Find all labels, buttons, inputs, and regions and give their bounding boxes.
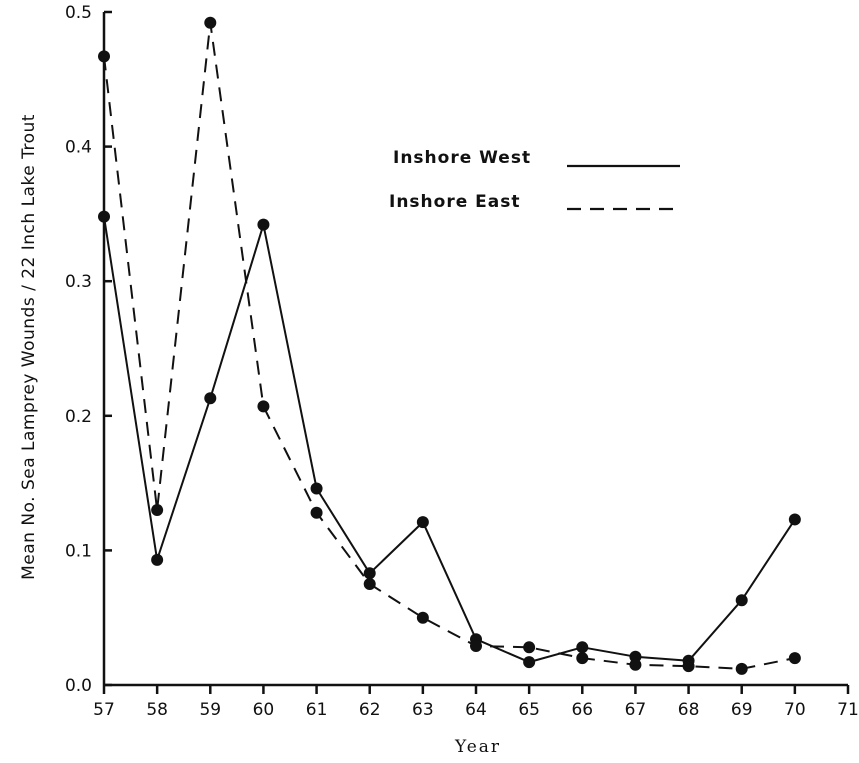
x-tick-label: 61 [306, 700, 328, 720]
x-tick-label: 66 [571, 700, 593, 720]
x-tick-label: 67 [625, 700, 647, 720]
legend-entry-inshore-east: Inshore East [389, 192, 682, 212]
data-point-inshore-west [310, 482, 323, 495]
x-tick-label: 71 [837, 700, 859, 720]
series-line-inshore-east [103, 21, 796, 670]
y-tick-label: 0.1 [65, 541, 92, 561]
data-point-inshore-east [470, 639, 482, 652]
x-tick-label: 69 [731, 700, 753, 720]
data-point-inshore-west [523, 656, 536, 669]
data-point-inshore-east [416, 611, 429, 624]
x-tick-label: 65 [518, 700, 540, 720]
y-ticks: 0.0 0.1 0.2 0.3 0.4 0.5 [65, 3, 112, 696]
legend-entry-inshore-west: Inshore West [393, 148, 680, 168]
data-point-inshore-west [204, 392, 217, 405]
x-tick-label: 57 [93, 700, 115, 720]
data-point-inshore-east [363, 578, 376, 591]
y-tick-label: 0.2 [65, 407, 92, 427]
data-point-inshore-west [735, 594, 748, 607]
x-tick-label: 62 [359, 700, 381, 720]
x-ticks: 57 58 59 60 61 62 63 64 65 66 67 68 69 70 71 [93, 685, 859, 720]
x-tick-label: 63 [412, 700, 434, 720]
x-tick-label: 60 [253, 700, 275, 720]
legend-label-inshore-east: Inshore East [389, 192, 521, 212]
x-axis-title: Year [454, 737, 501, 757]
data-point-inshore-east [735, 662, 748, 675]
data-point-inshore-east [629, 658, 642, 671]
data-point-inshore-east [98, 50, 110, 63]
data-point-inshore-west [363, 567, 376, 580]
data-point-inshore-east [523, 641, 536, 654]
data-point-inshore-west [257, 218, 270, 231]
y-tick-label: 0.4 [65, 138, 92, 158]
data-point-inshore-east [788, 652, 801, 665]
x-tick-label: 70 [784, 700, 806, 720]
series-layer [98, 16, 801, 675]
x-tick-label: 64 [465, 700, 487, 720]
data-point-inshore-west [788, 513, 801, 526]
y-tick-label: 0.3 [65, 272, 92, 292]
data-point-inshore-east [310, 506, 323, 519]
legend: Inshore West Inshore East [389, 148, 682, 212]
data-point-inshore-east [682, 660, 695, 673]
series-line-inshore-west [103, 216, 796, 664]
x-tick-label: 59 [199, 700, 221, 720]
axes [102, 12, 848, 687]
y-tick-label: 0.0 [65, 676, 92, 696]
data-point-inshore-east [204, 16, 217, 29]
data-point-inshore-west [98, 210, 110, 223]
y-tick-label: 0.5 [65, 3, 92, 23]
data-point-inshore-west [416, 516, 429, 529]
x-tick-label: 68 [678, 700, 700, 720]
y-axis-title: Mean No. Sea Lamprey Wounds / 22 Inch La… [19, 114, 39, 580]
data-point-inshore-west [576, 641, 589, 654]
data-point-inshore-east [576, 652, 589, 665]
legend-label-inshore-west: Inshore West [393, 148, 531, 168]
x-tick-label: 58 [146, 700, 168, 720]
data-point-inshore-west [151, 553, 164, 566]
data-point-inshore-east [151, 504, 164, 517]
data-point-inshore-east [257, 400, 270, 413]
